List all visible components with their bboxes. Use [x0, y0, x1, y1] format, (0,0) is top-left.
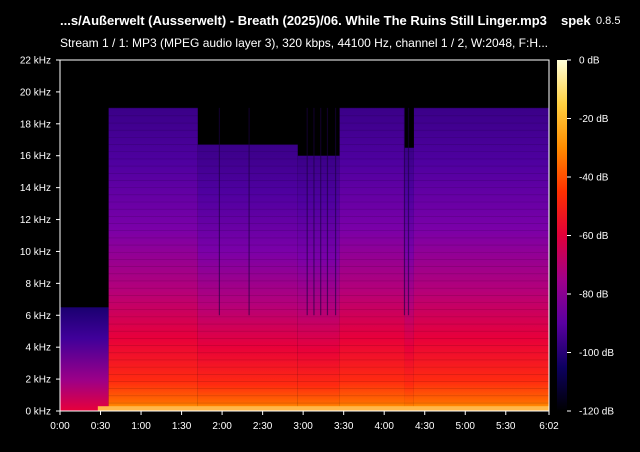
y-tick-label: 20 kHz — [20, 87, 51, 98]
low-freq-band — [97, 406, 549, 411]
app-name: spek — [561, 13, 591, 28]
colorbar-tick-label: -80 dB — [579, 290, 609, 301]
x-tick-label: 2:30 — [253, 421, 273, 432]
stream-info: Stream 1 / 1: MP3 (MPEG audio layer 3), … — [60, 36, 549, 50]
x-tick-label: 6:02 — [539, 421, 559, 432]
y-tick-label: 14 kHz — [20, 183, 51, 194]
x-tick-label: 5:30 — [496, 421, 516, 432]
x-tick-label: 3:00 — [293, 421, 313, 432]
colorbar-tick-label: -20 dB — [579, 114, 609, 125]
spectrogram-segment — [339, 107, 405, 411]
y-tick-label: 6 kHz — [25, 311, 51, 322]
app-version: 0.8.5 — [596, 15, 621, 27]
y-tick-label: 2 kHz — [25, 375, 51, 386]
spectrogram-segment — [404, 147, 414, 411]
x-tick-label: 5:00 — [456, 421, 476, 432]
x-tick-label: 1:30 — [172, 421, 192, 432]
y-tick-label: 16 kHz — [20, 151, 51, 162]
spectrogram-plot — [60, 60, 549, 412]
colorbar-tick-label: 0 dB — [579, 56, 600, 67]
colorbar-tick-label: -40 dB — [579, 173, 609, 184]
y-tick-label: 0 kHz — [25, 407, 51, 418]
spectrogram-segment — [197, 144, 298, 412]
texture-lines — [108, 108, 549, 404]
y-tick-label: 4 kHz — [25, 343, 51, 354]
spectrogram-segment — [413, 107, 549, 411]
colorbar-tick-label: -120 dB — [579, 407, 614, 418]
spectrogram-segment — [297, 155, 340, 411]
x-tick-label: 3:30 — [334, 421, 354, 432]
x-tick-label: 4:00 — [374, 421, 394, 432]
x-tick-label: 4:30 — [415, 421, 435, 432]
file-title: ...s/Außerwelt (Ausserwelt) - Breath (20… — [60, 13, 547, 28]
plot-frame — [59, 59, 550, 412]
colorbar-tick-label: -60 dB — [579, 231, 609, 242]
y-tick-label: 10 kHz — [20, 247, 51, 258]
y-tick-label: 18 kHz — [20, 119, 51, 130]
axes: 0:00 0:30 1:00 1:30 2:00 2:30 3:00 3:30 4:00 4:30… — [20, 56, 559, 433]
x-tick-label: 1:00 — [131, 421, 151, 432]
y-tick-label: 8 kHz — [25, 279, 51, 290]
x-tick-label: 0:30 — [91, 421, 111, 432]
spectrogram-segment — [108, 107, 198, 411]
y-tick-label: 12 kHz — [20, 215, 51, 226]
colorbar: 0 dB -20 dB -40 dB -60 dB -80 dB -100 dB -120 … — [557, 56, 614, 418]
colorbar-gradient — [557, 60, 567, 411]
colorbar-tick-label: -100 dB — [579, 348, 614, 359]
y-tick-label: 22 kHz — [20, 56, 51, 67]
spectrogram-segment — [60, 307, 109, 411]
x-tick-label: 2:00 — [212, 421, 232, 432]
x-tick-label: 0:00 — [50, 421, 70, 432]
